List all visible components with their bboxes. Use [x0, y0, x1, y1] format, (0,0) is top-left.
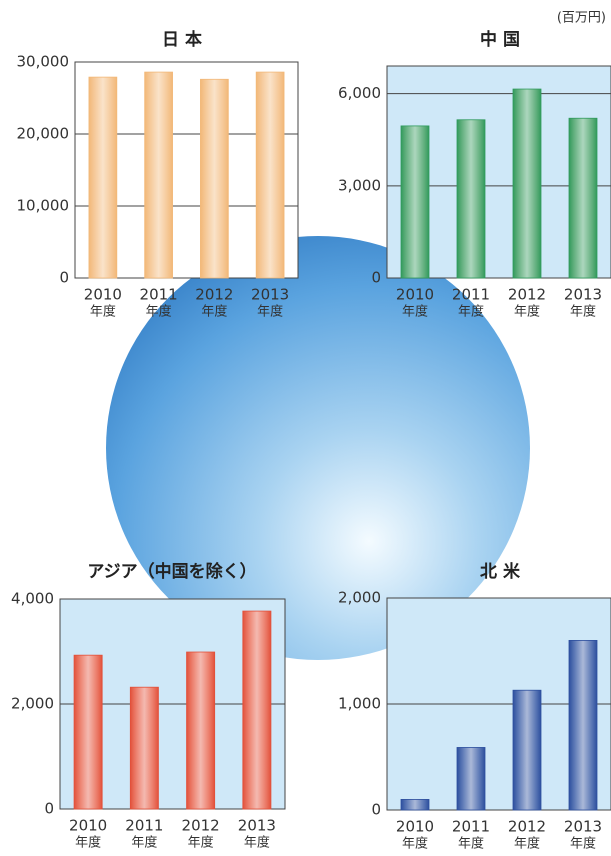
x-tick-label: 2012	[195, 286, 233, 304]
x-tick-suffix: 年度	[402, 304, 428, 320]
y-tick-label: 3,000	[338, 176, 381, 194]
chart-title: 北 米	[480, 561, 521, 582]
bar	[129, 686, 159, 810]
x-tick-suffix: 年度	[570, 304, 596, 320]
chart-title: アジア（中国を除く）	[87, 561, 256, 582]
y-tick-label: 2,000	[338, 589, 381, 607]
y-tick-label: 2,000	[11, 695, 54, 713]
y-tick-label: 0	[59, 269, 69, 287]
globe	[106, 236, 530, 660]
x-tick-label: 2012	[508, 286, 546, 304]
x-tick-label: 2013	[251, 286, 289, 304]
x-tick-label: 2013	[564, 286, 602, 304]
x-tick-suffix: 年度	[514, 836, 540, 852]
bar	[568, 640, 598, 811]
x-tick-suffix: 年度	[458, 836, 484, 852]
unit-label: (百万円)	[557, 11, 606, 26]
y-tick-label: 0	[371, 269, 381, 287]
y-tick-label: 6,000	[338, 84, 381, 102]
y-tick-label: 0	[371, 801, 381, 819]
x-tick-suffix: 年度	[146, 304, 172, 320]
chart-title: 中 国	[480, 29, 520, 50]
x-tick-label: 2010	[396, 286, 434, 304]
bar	[400, 125, 430, 279]
bar	[400, 799, 430, 811]
y-tick-label: 4,000	[11, 590, 54, 608]
x-tick-label: 2010	[84, 286, 122, 304]
y-tick-label: 10,000	[17, 197, 70, 215]
y-tick-label: 20,000	[17, 125, 70, 143]
x-tick-suffix: 年度	[257, 304, 283, 320]
x-tick-label: 2011	[140, 286, 178, 304]
x-tick-label: 2013	[564, 818, 602, 836]
y-tick-label: 30,000	[17, 53, 70, 71]
bar	[186, 651, 216, 810]
x-tick-label: 2011	[125, 817, 163, 835]
y-tick-label: 0	[44, 800, 54, 818]
x-tick-label: 2010	[69, 817, 107, 835]
bar	[255, 71, 285, 279]
x-tick-suffix: 年度	[75, 835, 101, 851]
x-tick-label: 2012	[508, 818, 546, 836]
bar	[512, 88, 542, 279]
bar	[144, 71, 173, 279]
y-tick-label: 1,000	[338, 695, 381, 713]
bar	[456, 747, 486, 811]
x-tick-label: 2011	[452, 286, 490, 304]
bar	[242, 610, 272, 810]
bar	[512, 689, 542, 811]
bar	[568, 117, 598, 279]
chart-title: 日 本	[162, 29, 202, 50]
bar	[200, 78, 229, 279]
bar	[456, 119, 486, 279]
x-tick-suffix: 年度	[514, 304, 540, 320]
x-tick-suffix: 年度	[402, 836, 428, 852]
x-tick-label: 2010	[396, 818, 434, 836]
x-tick-label: 2011	[452, 818, 490, 836]
x-tick-label: 2013	[238, 817, 276, 835]
x-tick-suffix: 年度	[201, 304, 227, 320]
x-tick-suffix: 年度	[188, 835, 214, 851]
x-tick-suffix: 年度	[570, 836, 596, 852]
x-tick-suffix: 年度	[90, 304, 116, 320]
bar	[88, 76, 118, 279]
x-tick-label: 2012	[182, 817, 220, 835]
bar	[73, 654, 103, 810]
x-tick-suffix: 年度	[131, 835, 157, 851]
x-tick-suffix: 年度	[244, 835, 270, 851]
x-tick-suffix: 年度	[458, 304, 484, 320]
